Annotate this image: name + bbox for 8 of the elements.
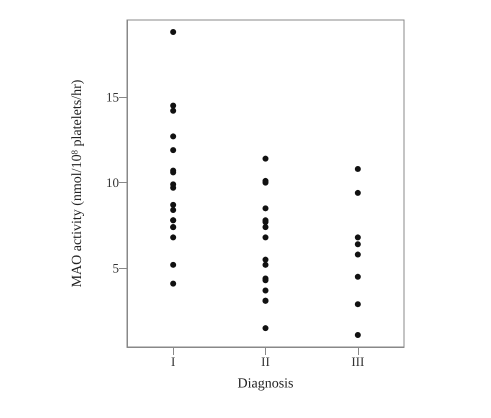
x-tick-label: III xyxy=(351,354,364,369)
y-axis-title: MAO activity (nmol/108 platelets/hr) xyxy=(70,79,85,288)
y-tick-label: 5 xyxy=(112,260,119,276)
y-tick-label: 15 xyxy=(106,90,119,105)
x-axis-title: Diagnosis xyxy=(238,376,294,392)
x-tick-label: I xyxy=(170,354,176,369)
x-tick-label: II xyxy=(261,354,270,369)
y-tick-label: 10 xyxy=(106,175,119,190)
